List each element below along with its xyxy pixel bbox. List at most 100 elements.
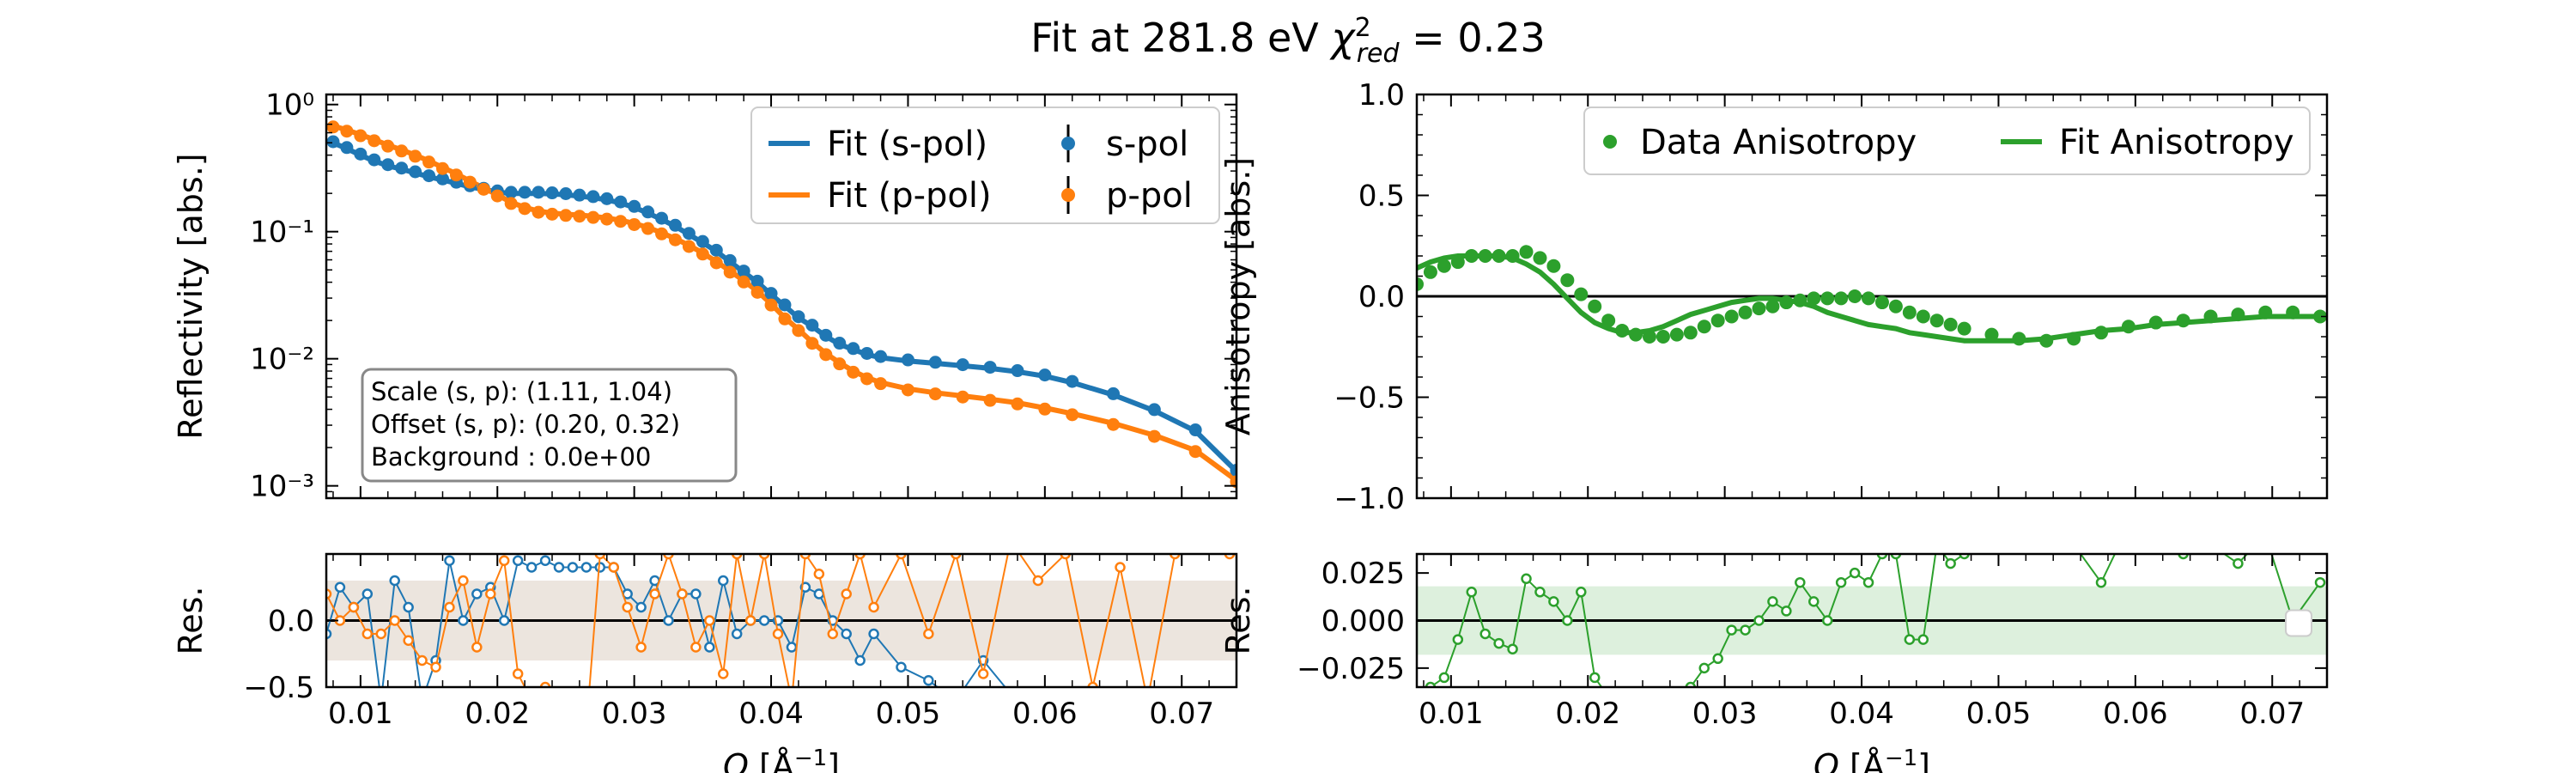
data-anisotropy-point (1752, 301, 1766, 316)
data-anisotropy-point (1669, 327, 1684, 342)
s-pol-point (518, 186, 532, 199)
residual-point (512, 668, 524, 679)
x-axis-label: Q [Å−1] (723, 746, 840, 773)
residual-point (1452, 634, 1464, 645)
data-anisotropy-point (1916, 309, 1930, 324)
p-pol-point (805, 337, 819, 350)
residual-point (1143, 736, 1151, 745)
p-pol-point (463, 175, 477, 189)
data-anisotropy-point (1724, 309, 1739, 324)
y-axis-label: Reflectivity [abs.] (172, 153, 210, 439)
data-anisotropy-point (1888, 299, 1903, 313)
fit-line-s-pol (331, 140, 1236, 473)
residual-point (731, 628, 743, 640)
p-pol-point (1107, 417, 1121, 431)
residual-line (326, 559, 1006, 687)
data-anisotropy-point (1820, 291, 1835, 306)
x-tick-label: 0.01 (1419, 697, 1484, 731)
residual-point (458, 575, 469, 587)
residual-point (1562, 615, 1573, 626)
residual-point (2069, 540, 2078, 549)
data-anisotropy-point (1779, 295, 1794, 310)
residual-point (1589, 672, 1601, 684)
s-pol-point (750, 274, 764, 288)
residual-point (375, 628, 387, 640)
residual-point (1631, 702, 1640, 710)
p-pol-point (655, 227, 669, 240)
reflectivity-panel: 10⁰ 10⁻¹ 10⁻² 10⁻³ Reflectivity [abs.] Fit (s… (172, 88, 1238, 504)
residual-point (2207, 540, 2215, 549)
residual-point (1849, 567, 1861, 579)
residual-point (471, 588, 483, 600)
residual-point (1862, 576, 1874, 588)
s-pol-point (1011, 364, 1024, 378)
residual-point (498, 615, 510, 626)
x-tick-label: 0.06 (1012, 697, 1078, 731)
data-anisotropy-point (1615, 323, 1630, 338)
s-pol-point (395, 161, 409, 175)
residual-point (2042, 521, 2050, 530)
residual-point (1795, 576, 1806, 588)
residual-point (582, 723, 591, 732)
residual-point (418, 697, 427, 705)
data-anisotropy-point (2093, 326, 2108, 340)
y-axis-label: Anisotropy [abs.] (1219, 157, 1257, 435)
residual-point (2095, 576, 2107, 588)
x-axis-label: Q [Å−1] (1814, 746, 1930, 773)
s-pol-point (381, 158, 395, 172)
data-anisotropy-point (1450, 255, 1465, 270)
residual-point (690, 588, 702, 600)
residual-point (2124, 521, 2133, 530)
data-anisotropy-point (1601, 313, 1616, 328)
legend-label: Fit (s-pol) (827, 125, 987, 164)
data-anisotropy-point (2313, 309, 2327, 324)
x-tick-label: 0.02 (465, 697, 530, 731)
data-anisotropy-point (1574, 287, 1589, 301)
s-pol-point (354, 147, 368, 161)
residual-point (1904, 634, 1916, 645)
p-pol-point (573, 210, 586, 223)
residual-point (1576, 587, 1587, 598)
p-pol-point (723, 265, 737, 279)
p-pol-point (409, 149, 422, 163)
p-pol-point (641, 222, 655, 235)
residual-point (1726, 624, 1737, 636)
data-anisotropy-point (2286, 305, 2300, 320)
s-pol-point (1066, 374, 1079, 388)
residual-point (485, 588, 496, 600)
residual-point (827, 628, 839, 640)
p-pol-point (901, 383, 914, 397)
s-pol-point (682, 227, 696, 240)
legend-label: Fit Anisotropy (2059, 123, 2294, 162)
residual-point (1479, 628, 1491, 640)
data-anisotropy-point (2067, 332, 2081, 346)
residual-point (896, 661, 907, 673)
s-pol-point (778, 298, 792, 312)
y-tick-label: −0.025 (1297, 652, 1405, 686)
legend-label: Data Anisotropy (1640, 123, 1917, 162)
data-anisotropy-point (2176, 313, 2190, 328)
p-pol-point (381, 139, 395, 153)
fit-parameters-box (361, 368, 738, 483)
p-pol-point (600, 212, 614, 226)
residual-point (923, 675, 934, 686)
p-pol-point (477, 182, 490, 196)
data-anisotropy-point (1417, 277, 1424, 291)
residual-point (951, 697, 960, 705)
s-pol-point (819, 328, 833, 342)
s-pol-point (1188, 423, 1202, 437)
data-anisotropy-point (1862, 291, 1876, 306)
residual-point (854, 654, 866, 666)
y-tick-label: −1.0 (1334, 482, 1405, 516)
p-pol-point (490, 189, 504, 203)
s-pol-point (641, 205, 655, 219)
data-anisotropy-point (1807, 291, 1821, 306)
s-pol-point (901, 353, 914, 367)
p-pol-point (1188, 445, 1202, 459)
p-pol-point (778, 312, 792, 326)
p-pol-point (874, 377, 888, 391)
p-pol-point (354, 129, 368, 143)
s-pol-point (709, 243, 723, 257)
residual-point (1821, 615, 1833, 626)
fit-line-p-pol (332, 123, 1236, 483)
